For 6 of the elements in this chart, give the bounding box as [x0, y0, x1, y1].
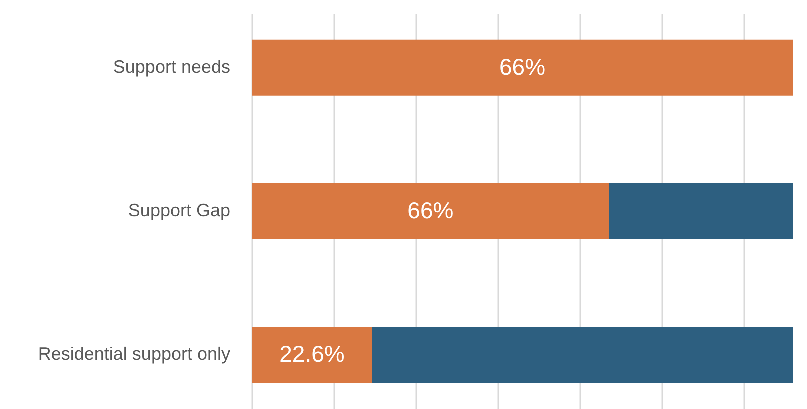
y-tick-label: Support Gap [128, 200, 230, 220]
y-tick-label: Support needs [113, 56, 230, 77]
y-tick-label: Residential support only [38, 344, 230, 364]
data-label: 66% [499, 54, 546, 80]
annotation: 66% [408, 198, 454, 224]
annotation: 22.6% [280, 341, 345, 368]
